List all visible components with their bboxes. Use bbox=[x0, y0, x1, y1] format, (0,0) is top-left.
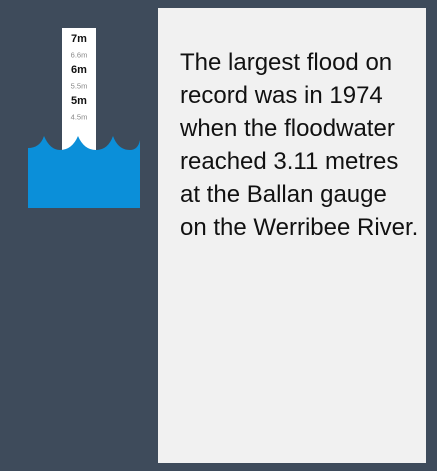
gauge-label: 5m bbox=[71, 95, 87, 107]
gauge-icon: 7m 6.6m 6m 5.5m 5m 4.5m bbox=[0, 0, 158, 230]
icon-panel: 7m 6.6m 6m 5.5m 5m 4.5m bbox=[0, 0, 158, 471]
gauge-label: 5.5m bbox=[71, 82, 88, 91]
gauge-label: 6m bbox=[71, 64, 87, 76]
gauge-board bbox=[62, 28, 96, 153]
gauge-label: 4.5m bbox=[71, 113, 88, 122]
fact-text: The largest flood on record was in 1974 … bbox=[180, 46, 420, 244]
gauge-label: 6.6m bbox=[71, 51, 88, 60]
gauge-label: 7m bbox=[71, 33, 87, 45]
water bbox=[28, 136, 140, 208]
page: 7m 6.6m 6m 5.5m 5m 4.5m The largest flood on … bbox=[0, 0, 437, 471]
text-panel: The largest flood on record was in 1974 … bbox=[158, 8, 426, 463]
